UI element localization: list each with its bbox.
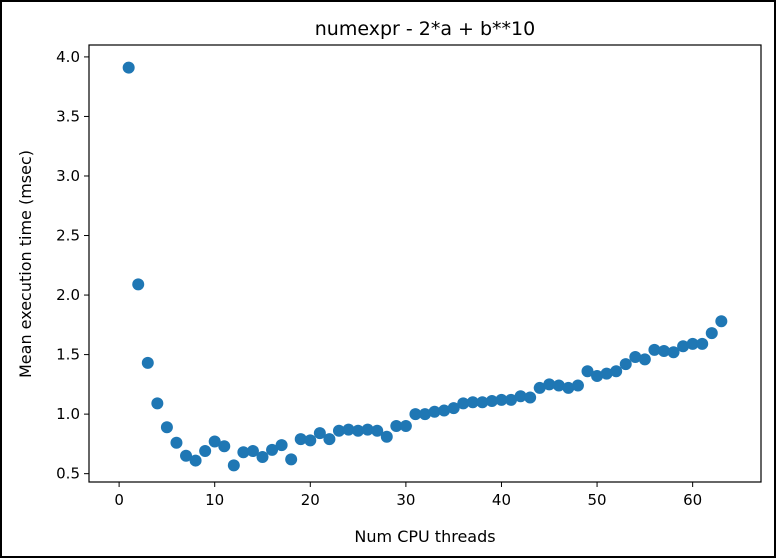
data-point [399, 420, 412, 433]
x-tick-label: 20 [301, 491, 320, 509]
data-point [438, 404, 451, 417]
x-axis-label: Num CPU threads [354, 527, 495, 546]
y-axis-label: Mean execution time (msec) [16, 150, 35, 378]
data-point [342, 423, 355, 436]
data-point [600, 367, 613, 380]
data-point [667, 346, 680, 359]
data-point [199, 445, 212, 458]
data-point [151, 397, 164, 410]
data-point [619, 358, 632, 371]
data-point [581, 365, 594, 378]
data-point [562, 381, 575, 394]
y-tick-label: 2.5 [56, 227, 80, 245]
data-point [648, 343, 661, 356]
data-point [275, 439, 288, 452]
data-points [122, 61, 728, 472]
data-point [390, 420, 403, 433]
data-point [294, 433, 307, 446]
y-tick-label: 2.0 [56, 286, 80, 304]
x-tick-label: 0 [114, 491, 124, 509]
data-point [629, 350, 642, 363]
x-tick-label: 40 [492, 491, 511, 509]
data-point [313, 427, 326, 440]
data-point [266, 443, 279, 456]
data-point [466, 396, 479, 409]
data-point [696, 337, 709, 350]
data-point [610, 365, 623, 378]
data-point [447, 402, 460, 415]
data-point [409, 408, 422, 421]
data-point [705, 327, 718, 340]
data-point [686, 337, 699, 350]
data-point [122, 61, 135, 74]
data-point [380, 430, 393, 443]
data-point [533, 381, 546, 394]
data-point [352, 424, 365, 437]
data-point [141, 356, 154, 369]
data-point [208, 435, 221, 448]
data-point [132, 278, 145, 291]
y-tick-label: 1.5 [56, 346, 80, 364]
data-point [495, 393, 508, 406]
data-point [514, 390, 527, 403]
y-tick-label: 3.0 [56, 167, 80, 185]
data-point [457, 397, 470, 410]
x-tick-label: 60 [683, 491, 702, 509]
chart-title: numexpr - 2*a + b**10 [315, 18, 535, 40]
data-point [677, 340, 690, 353]
data-point [419, 408, 431, 421]
data-point [160, 421, 173, 434]
x-tick-label: 10 [205, 491, 224, 509]
data-point [285, 453, 298, 466]
x-axis: 0 10 20 30 40 50 60 [114, 482, 702, 509]
data-point [218, 440, 231, 453]
data-point [361, 423, 374, 436]
y-axis: 0.5 1.0 1.5 2.0 2.5 3.0 3.5 4.0 [56, 48, 89, 483]
data-point [332, 424, 345, 437]
data-point [227, 459, 240, 472]
data-point [552, 379, 565, 392]
data-point [715, 315, 728, 328]
data-point [505, 393, 518, 406]
y-tick-label: 0.5 [56, 465, 80, 483]
data-point [485, 395, 498, 408]
data-point [189, 454, 202, 467]
data-point [591, 370, 604, 383]
y-tick-label: 1.0 [56, 405, 80, 423]
data-point [524, 391, 537, 404]
data-point [657, 345, 670, 358]
x-tick-label: 50 [588, 491, 607, 509]
data-point [476, 396, 489, 409]
data-point [180, 449, 193, 462]
data-point [237, 446, 250, 459]
x-tick-label: 30 [396, 491, 415, 509]
data-point [304, 434, 317, 447]
y-tick-label: 4.0 [56, 48, 80, 66]
data-point [638, 353, 651, 366]
y-tick-label: 3.5 [56, 107, 80, 125]
data-point [323, 433, 336, 446]
data-point [170, 436, 183, 449]
data-point [246, 445, 259, 458]
data-point [256, 450, 269, 463]
data-point [543, 378, 556, 391]
data-point [428, 405, 441, 418]
data-point [371, 424, 384, 437]
data-point [571, 379, 584, 392]
